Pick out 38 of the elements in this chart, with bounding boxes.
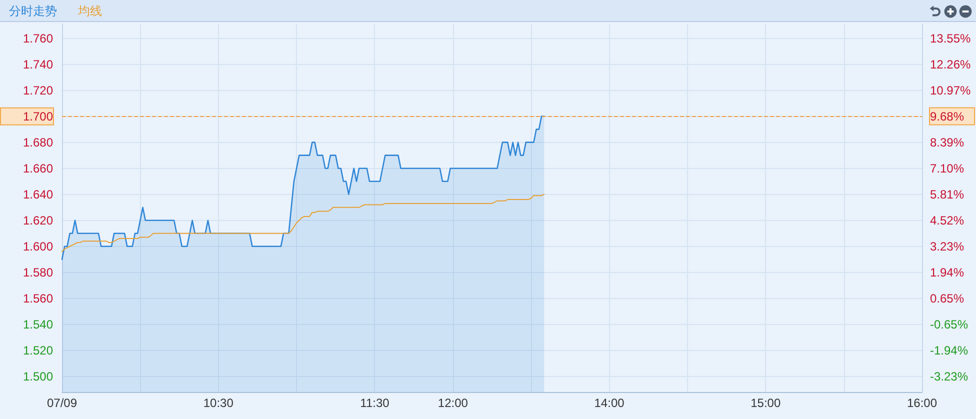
y2-tick-label: 9.68% xyxy=(930,109,964,124)
y2-tick-label: 4.52% xyxy=(930,213,964,228)
y-tick-label: 1.720 xyxy=(22,83,54,98)
y-tick-label: 1.520 xyxy=(22,343,54,358)
y2-tick-label: -0.65% xyxy=(930,317,968,332)
x-tick-label: 10:30 xyxy=(203,396,234,410)
y-tick-label: 1.500 xyxy=(22,369,54,384)
x-tick-label: 11:30 xyxy=(360,396,390,410)
y2-tick-label: 0.65% xyxy=(930,291,964,306)
line-series xyxy=(62,194,545,252)
y-tick-label: 1.560 xyxy=(22,291,54,306)
y-tick-label: 1.540 xyxy=(22,317,54,332)
y-tick-label: 1.700 xyxy=(22,109,54,124)
y-tick-label: 1.660 xyxy=(22,161,54,176)
x-tick-label: 07/09 xyxy=(46,396,78,410)
y2-tick-label: 1.94% xyxy=(930,265,964,280)
y2-tick-label: 8.39% xyxy=(930,135,964,150)
y2-tick-label: 13.55% xyxy=(930,31,972,46)
y-tick-label: 1.580 xyxy=(22,265,54,280)
y-tick-label: 1.620 xyxy=(22,213,54,228)
x-tick-label: 16:00 xyxy=(906,396,938,410)
y2-tick-label: 5.81% xyxy=(930,187,964,202)
x-tick-label: 14:00 xyxy=(594,396,625,410)
y2-tick-label: 3.23% xyxy=(930,239,964,254)
y2-tick-label: 10.97% xyxy=(930,83,972,98)
y-tick-label: 1.740 xyxy=(22,57,54,72)
y-tick-label: 1.680 xyxy=(22,135,54,150)
y2-tick-label: -1.94% xyxy=(930,343,968,358)
y2-tick-label: 12.26% xyxy=(930,57,972,72)
y-tick-label: 1.640 xyxy=(22,187,54,202)
x-tick-label: 12:00 xyxy=(438,396,468,410)
x-tick-label: 15:00 xyxy=(750,396,781,410)
y2-tick-label: 7.10% xyxy=(930,161,964,176)
y-tick-label: 1.600 xyxy=(22,239,54,254)
text: 分时走势 xyxy=(9,4,57,18)
y-tick-label: 1.760 xyxy=(22,31,54,46)
text: 均线 xyxy=(77,4,102,18)
y2-tick-label: -3.23% xyxy=(930,369,968,384)
